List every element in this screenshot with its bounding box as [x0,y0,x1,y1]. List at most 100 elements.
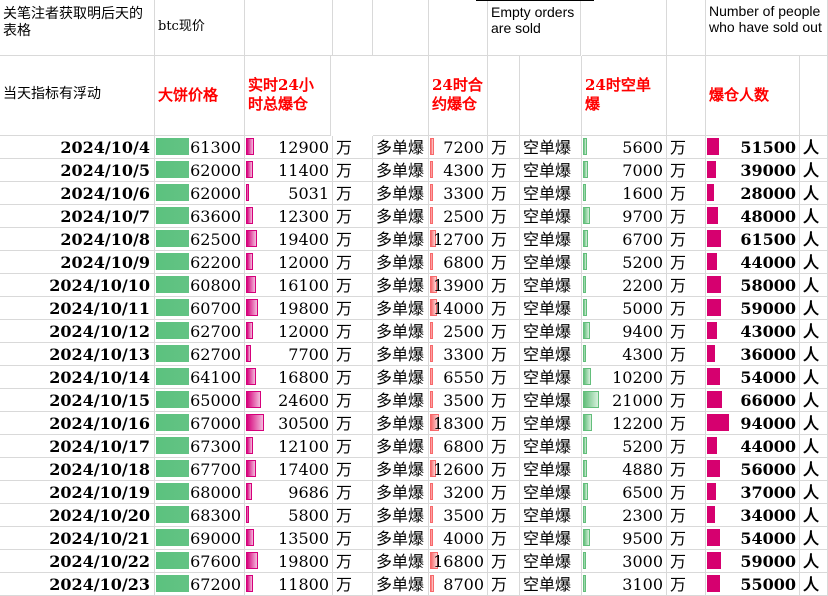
unit-wan-cell[interactable]: 万 [488,159,520,182]
long-liq-label-cell[interactable]: 多单爆 [373,389,429,412]
unit-wan-cell[interactable]: 万 [488,228,520,251]
short-liq-label-cell[interactable]: 空单爆 [520,297,582,320]
unit-wan-cell[interactable]: 万 [667,550,706,573]
price-cell[interactable]: 68300 [155,504,245,527]
total-liq-cell[interactable]: 9686 [245,481,333,504]
price-cell[interactable]: 62700 [155,343,245,366]
unit-wan-cell[interactable]: 万 [667,366,706,389]
unit-ren-cell[interactable]: 人 [800,182,828,205]
long-liq-cell[interactable]: 3300 [429,343,488,366]
unit-wan-cell[interactable]: 万 [333,573,373,596]
unit-ren-cell[interactable]: 人 [800,274,828,297]
date-cell[interactable]: 2024/10/4 [0,136,155,159]
unit-ren-cell[interactable]: 人 [800,573,828,596]
people-liq-cell[interactable]: 51500 [706,136,800,159]
header-empty-sold[interactable]: Empty orders are sold [488,0,581,56]
unit-wan-cell[interactable]: 万 [333,389,373,412]
long-liq-label-cell[interactable]: 多单爆 [373,182,429,205]
people-liq-cell[interactable]: 61500 [706,228,800,251]
unit-ren-cell[interactable]: 人 [800,481,828,504]
unit-wan-cell[interactable]: 万 [333,366,373,389]
unit-wan-cell[interactable]: 万 [488,366,520,389]
total-liq-cell[interactable]: 7700 [245,343,333,366]
short-liq-label-cell[interactable]: 空单爆 [520,251,582,274]
unit-wan-cell[interactable]: 万 [333,159,373,182]
long-liq-cell[interactable]: 7200 [429,136,488,159]
long-liq-cell[interactable]: 16800 [429,550,488,573]
long-liq-cell[interactable]: 2500 [429,205,488,228]
short-liq-label-cell[interactable]: 空单爆 [520,412,582,435]
unit-wan-cell[interactable]: 万 [667,412,706,435]
date-cell[interactable]: 2024/10/23 [0,573,155,596]
long-liq-label-cell[interactable]: 多单爆 [373,366,429,389]
unit-wan-cell[interactable]: 万 [667,573,706,596]
people-liq-cell[interactable]: 56000 [706,458,800,481]
total-liq-cell[interactable]: 12000 [245,320,333,343]
total-liq-cell[interactable]: 12000 [245,251,333,274]
unit-ren-cell[interactable]: 人 [800,297,828,320]
total-liq-cell[interactable]: 17400 [245,458,333,481]
unit-ren-cell[interactable]: 人 [800,159,828,182]
header-short-liq-label[interactable]: 24时空单爆 [582,56,667,136]
unit-wan-cell[interactable]: 万 [333,136,373,159]
unit-wan-cell[interactable]: 万 [333,412,373,435]
unit-ren-cell[interactable]: 人 [800,343,828,366]
short-liq-label-cell[interactable]: 空单爆 [520,182,582,205]
header-note-float[interactable]: 当天指标有浮动 [0,56,155,136]
long-liq-cell[interactable]: 4000 [429,527,488,550]
short-liq-cell[interactable]: 3000 [582,550,667,573]
short-liq-label-cell[interactable]: 空单爆 [520,435,582,458]
long-liq-label-cell[interactable]: 多单爆 [373,504,429,527]
people-liq-cell[interactable]: 59000 [706,297,800,320]
unit-wan-cell[interactable]: 万 [667,389,706,412]
long-liq-cell[interactable]: 13900 [429,274,488,297]
short-liq-cell[interactable]: 5000 [582,297,667,320]
short-liq-cell[interactable]: 10200 [582,366,667,389]
unit-ren-cell[interactable]: 人 [800,504,828,527]
unit-ren-cell[interactable]: 人 [800,228,828,251]
date-cell[interactable]: 2024/10/5 [0,159,155,182]
header-empty-cell[interactable] [800,56,828,136]
long-liq-label-cell[interactable]: 多单爆 [373,412,429,435]
long-liq-cell[interactable]: 3500 [429,504,488,527]
unit-wan-cell[interactable]: 万 [667,274,706,297]
long-liq-label-cell[interactable]: 多单爆 [373,251,429,274]
short-liq-cell[interactable]: 6700 [582,228,667,251]
total-liq-cell[interactable]: 12100 [245,435,333,458]
short-liq-cell[interactable]: 9400 [582,320,667,343]
date-cell[interactable]: 2024/10/13 [0,343,155,366]
date-cell[interactable]: 2024/10/20 [0,504,155,527]
unit-wan-cell[interactable]: 万 [667,435,706,458]
total-liq-cell[interactable]: 12300 [245,205,333,228]
long-liq-label-cell[interactable]: 多单爆 [373,136,429,159]
long-liq-label-cell[interactable]: 多单爆 [373,550,429,573]
date-cell[interactable]: 2024/10/12 [0,320,155,343]
unit-wan-cell[interactable]: 万 [488,251,520,274]
header-total-liq-label[interactable]: 实时24小时总爆仓 [245,56,331,136]
date-cell[interactable]: 2024/10/18 [0,458,155,481]
unit-wan-cell[interactable]: 万 [667,458,706,481]
long-liq-label-cell[interactable]: 多单爆 [373,573,429,596]
total-liq-cell[interactable]: 5800 [245,504,333,527]
unit-wan-cell[interactable]: 万 [488,412,520,435]
unit-wan-cell[interactable]: 万 [488,274,520,297]
price-cell[interactable]: 62000 [155,182,245,205]
header-empty-cell[interactable] [373,56,429,136]
header-empty-cell[interactable] [333,0,373,56]
short-liq-cell[interactable]: 2200 [582,274,667,297]
header-empty-cell[interactable] [373,0,429,56]
date-cell[interactable]: 2024/10/6 [0,182,155,205]
unit-ren-cell[interactable]: 人 [800,389,828,412]
header-people-sold-out[interactable]: Number of people who have sold out [706,0,828,56]
long-liq-cell[interactable]: 12600 [429,458,488,481]
date-cell[interactable]: 2024/10/19 [0,481,155,504]
unit-wan-cell[interactable]: 万 [488,504,520,527]
long-liq-label-cell[interactable]: 多单爆 [373,343,429,366]
unit-ren-cell[interactable]: 人 [800,205,828,228]
price-cell[interactable]: 67000 [155,412,245,435]
header-empty-cell[interactable] [488,56,520,136]
short-liq-cell[interactable]: 4880 [582,458,667,481]
unit-wan-cell[interactable]: 万 [488,182,520,205]
unit-wan-cell[interactable]: 万 [667,343,706,366]
people-liq-cell[interactable]: 58000 [706,274,800,297]
